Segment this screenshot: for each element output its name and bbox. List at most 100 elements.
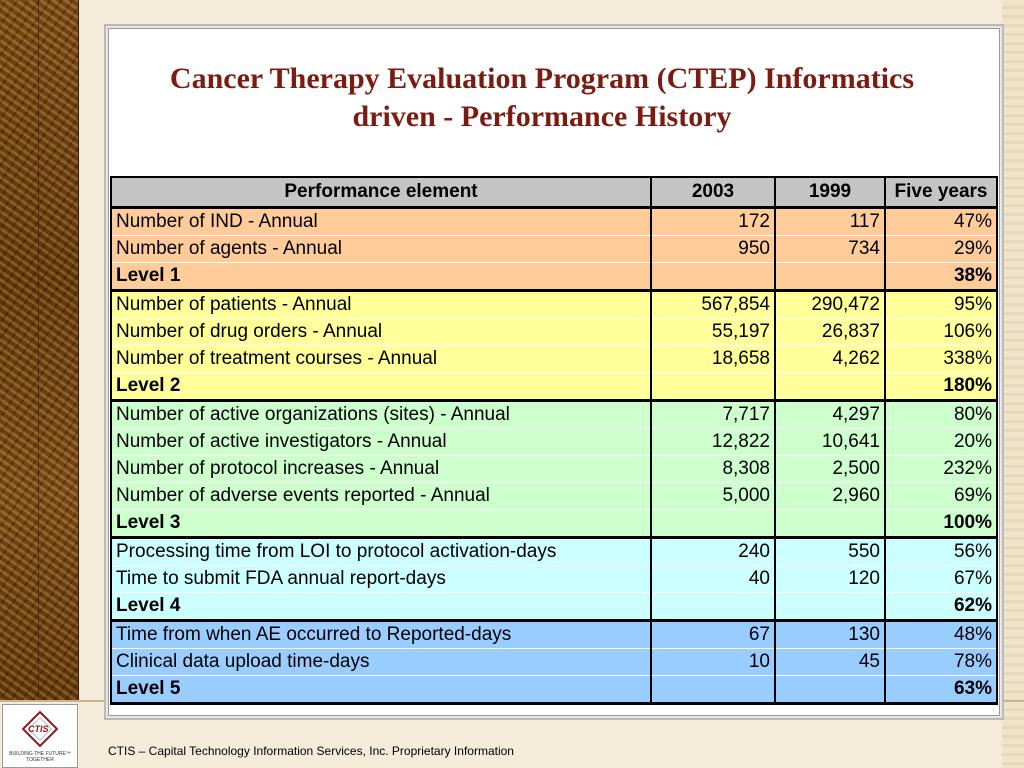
level-total: 63% (884, 675, 998, 705)
table-row: Number of protocol increases - Annual 8,… (110, 455, 998, 483)
table-row: Number of adverse events reported - Annu… (110, 482, 998, 510)
table-row: Number of patients - Annual 567,854 290,… (110, 289, 998, 319)
value-2003: 7,717 (650, 399, 776, 429)
table-row: Number of IND - Annual 172 117 47% (110, 206, 998, 236)
level-total: 100% (884, 509, 998, 538)
row-label: Time from when AE occurred to Reported-d… (110, 619, 652, 649)
row-label: Number of treatment courses - Annual (110, 345, 652, 373)
logo-tagline-1: BUILDING THE FUTURE™ (9, 751, 71, 757)
row-label: Number of IND - Annual (110, 206, 652, 236)
header-2003: 2003 (650, 176, 776, 209)
table-row: Time to submit FDA annual report-days 40… (110, 565, 998, 593)
value-2003 (650, 675, 776, 705)
row-label: Number of patients - Annual (110, 289, 652, 319)
value-1999: 2,960 (774, 482, 886, 510)
level-label: Level 4 (110, 592, 652, 621)
row-label: Clinical data upload time-days (110, 648, 652, 676)
row-label: Number of adverse events reported - Annu… (110, 482, 652, 510)
value-2003: 567,854 (650, 289, 776, 319)
row-label: Number of active investigators - Annual (110, 428, 652, 456)
row-label: Number of protocol increases - Annual (110, 455, 652, 483)
value-1999: 290,472 (774, 289, 886, 319)
table-row: Number of treatment courses - Annual 18,… (110, 345, 998, 373)
ctis-logo: CTIS BUILDING THE FUTURE™ TOGETHER (2, 704, 78, 768)
performance-table: Performance element 2003 1999 Five years… (110, 176, 998, 705)
value-1999: 550 (774, 536, 886, 566)
level-total: 38% (884, 262, 998, 291)
row-label: Number of drug orders - Annual (110, 318, 652, 346)
table-row: Time from when AE occurred to Reported-d… (110, 619, 998, 649)
value-1999: 26,837 (774, 318, 886, 346)
value-1999: 734 (774, 235, 886, 263)
table-row: Number of active organizations (sites) -… (110, 399, 998, 429)
level-total: 180% (884, 372, 998, 401)
header-1999: 1999 (774, 176, 886, 209)
value-five-years: 232% (884, 455, 998, 483)
level-row: Level 5 63% (110, 675, 998, 705)
value-2003: 8,308 (650, 455, 776, 483)
value-five-years: 69% (884, 482, 998, 510)
value-2003: 67 (650, 619, 776, 649)
value-1999: 45 (774, 648, 886, 676)
title-line-1: Cancer Therapy Evaluation Program (CTEP)… (169, 62, 915, 95)
level-row: Level 3 100% (110, 509, 998, 538)
ctis-diamond-icon (21, 710, 59, 748)
value-2003: 172 (650, 206, 776, 236)
value-2003 (650, 262, 776, 291)
level-label: Level 3 (110, 509, 652, 538)
value-five-years: 48% (884, 619, 998, 649)
value-five-years: 56% (884, 536, 998, 566)
value-five-years: 95% (884, 289, 998, 319)
value-five-years: 106% (884, 318, 998, 346)
value-1999: 120 (774, 565, 886, 593)
wood-border-decoration (0, 0, 79, 700)
level-label: Level 1 (110, 262, 652, 291)
level-label: Level 2 (110, 372, 652, 401)
table-row: Number of agents - Annual 950 734 29% (110, 235, 998, 263)
value-1999: 130 (774, 619, 886, 649)
value-1999 (774, 262, 886, 291)
table-header-row: Performance element 2003 1999 Five years (110, 176, 998, 209)
table-row: Number of drug orders - Annual 55,197 26… (110, 318, 998, 346)
table-row: Clinical data upload time-days 10 45 78% (110, 648, 998, 676)
header-performance-element: Performance element (110, 176, 652, 209)
value-1999 (774, 675, 886, 705)
row-label: Time to submit FDA annual report-days (110, 565, 652, 593)
value-1999: 117 (774, 206, 886, 236)
value-1999 (774, 592, 886, 621)
value-1999 (774, 372, 886, 401)
level-label: Level 5 (110, 675, 652, 705)
value-2003: 10 (650, 648, 776, 676)
right-edge-decoration (1002, 0, 1024, 768)
value-2003: 55,197 (650, 318, 776, 346)
table-row: Number of active investigators - Annual … (110, 428, 998, 456)
level-row: Level 2 180% (110, 372, 998, 401)
value-1999: 4,262 (774, 345, 886, 373)
row-label: Number of agents - Annual (110, 235, 652, 263)
logo-text: CTIS (28, 724, 49, 734)
value-five-years: 80% (884, 399, 998, 429)
level-total: 62% (884, 592, 998, 621)
value-2003: 40 (650, 565, 776, 593)
level-row: Level 1 38% (110, 262, 998, 291)
value-1999: 4,297 (774, 399, 886, 429)
value-2003: 18,658 (650, 345, 776, 373)
value-2003 (650, 509, 776, 538)
value-2003: 240 (650, 536, 776, 566)
value-five-years: 67% (884, 565, 998, 593)
value-2003 (650, 592, 776, 621)
value-2003 (650, 372, 776, 401)
slide-title: Cancer Therapy Evaluation Program (CTEP)… (112, 60, 972, 136)
logo-tagline-2: TOGETHER (26, 757, 54, 763)
value-five-years: 47% (884, 206, 998, 236)
value-five-years: 20% (884, 428, 998, 456)
value-five-years: 338% (884, 345, 998, 373)
value-1999: 10,641 (774, 428, 886, 456)
value-2003: 5,000 (650, 482, 776, 510)
row-label: Number of active organizations (sites) -… (110, 399, 652, 429)
value-1999: 2,500 (774, 455, 886, 483)
title-line-2: driven - Performance History (352, 100, 732, 133)
value-five-years: 78% (884, 648, 998, 676)
footer-text: CTIS – Capital Technology Information Se… (108, 744, 514, 758)
header-five-years: Five years (884, 176, 998, 209)
